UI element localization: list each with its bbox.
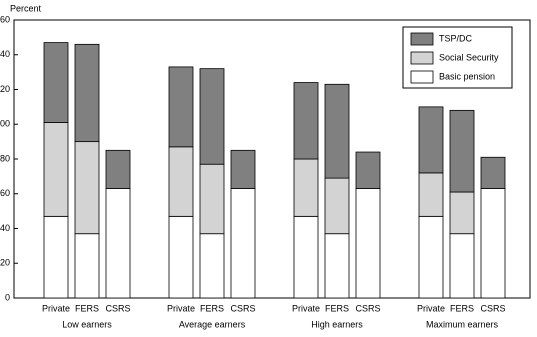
bar-segment <box>74 43 100 143</box>
x-tick-label: Private <box>417 303 445 313</box>
x-tick-label: CSRS <box>105 303 130 313</box>
legend-swatch <box>410 70 434 84</box>
bar-segment <box>480 188 506 299</box>
y-tick-label: 20 <box>0 258 10 268</box>
bar-segment <box>105 149 131 189</box>
x-tick-label: Private <box>42 303 70 313</box>
x-tick-label: CSRS <box>230 303 255 313</box>
y-tick-label: 40 <box>0 223 10 233</box>
bar-segment <box>168 146 194 217</box>
bar-segment <box>449 109 475 193</box>
bar-segment <box>230 149 256 189</box>
bar-segment <box>293 215 319 299</box>
x-tick-label: FERS <box>325 303 349 313</box>
legend-swatch <box>410 32 434 46</box>
bar-segment <box>293 82 319 160</box>
group-label: Average earners <box>179 319 246 329</box>
bar-segment <box>355 151 381 189</box>
bar-segment <box>324 83 350 179</box>
bar-segment <box>324 177 350 235</box>
legend-label: Basic pension <box>439 71 495 81</box>
bar-segment <box>199 163 225 235</box>
y-axis-label: Percent <box>10 3 42 13</box>
bar-segment <box>168 66 194 148</box>
x-tick-label: CSRS <box>355 303 380 313</box>
x-tick-label: Private <box>292 303 320 313</box>
bar-segment <box>199 68 225 165</box>
legend-label: Social Security <box>439 52 499 62</box>
x-tick-label: CSRS <box>480 303 505 313</box>
y-tick-label: 160 <box>0 14 10 24</box>
bar-segment <box>324 233 350 299</box>
group-label: Low earners <box>62 319 112 329</box>
bar-segment <box>105 188 131 299</box>
bar-segment <box>74 233 100 299</box>
bar-segment <box>199 233 225 299</box>
bar-segment <box>43 42 69 123</box>
legend-label: TSP/DC <box>439 33 473 43</box>
bar-segment <box>43 122 69 217</box>
bar-segment <box>293 158 319 217</box>
group-label: Maximum earners <box>426 319 499 329</box>
bar-segment <box>418 172 444 217</box>
x-tick-label: FERS <box>450 303 474 313</box>
y-tick-label: 120 <box>0 84 10 94</box>
bar-segment <box>230 188 256 299</box>
bar-segment <box>449 191 475 235</box>
y-tick-label: 80 <box>0 153 10 163</box>
bar-segment <box>480 156 506 189</box>
legend-swatch <box>410 51 434 65</box>
x-tick-label: FERS <box>200 303 224 313</box>
y-tick-label: 60 <box>0 188 10 198</box>
bar-segment <box>418 215 444 299</box>
bar-segment <box>74 141 100 235</box>
x-tick-label: FERS <box>75 303 99 313</box>
y-tick-label: 100 <box>0 119 10 129</box>
bar-segment <box>43 215 69 299</box>
bar-segment <box>418 106 444 174</box>
y-tick-label: 0 <box>5 292 10 302</box>
group-label: High earners <box>311 319 363 329</box>
y-tick-label: 140 <box>0 49 10 59</box>
bar-segment <box>168 215 194 299</box>
bar-segment <box>449 233 475 299</box>
bar-segment <box>355 188 381 299</box>
x-tick-label: Private <box>167 303 195 313</box>
